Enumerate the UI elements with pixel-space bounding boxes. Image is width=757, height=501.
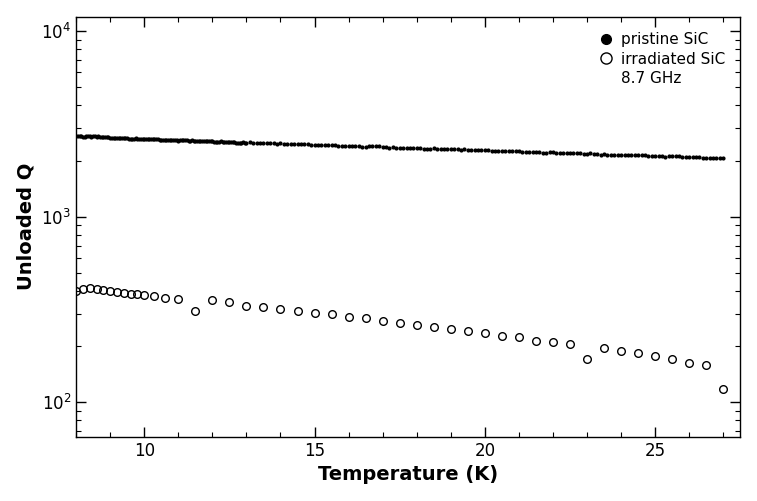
irradiated SiC	[126, 291, 136, 297]
irradiated SiC	[293, 308, 302, 314]
irradiated SiC	[718, 386, 727, 392]
pristine SiC	[72, 133, 81, 139]
Legend: pristine SiC, irradiated SiC, 8.7 GHz: pristine SiC, irradiated SiC, 8.7 GHz	[590, 25, 733, 94]
Line: pristine SiC: pristine SiC	[75, 135, 724, 160]
irradiated SiC	[702, 362, 711, 368]
irradiated SiC	[276, 306, 285, 312]
irradiated SiC	[447, 326, 456, 332]
irradiated SiC	[361, 316, 370, 322]
irradiated SiC	[565, 341, 575, 347]
irradiated SiC	[395, 320, 404, 326]
irradiated SiC	[344, 314, 354, 320]
irradiated SiC	[106, 288, 115, 294]
irradiated SiC	[99, 287, 108, 293]
irradiated SiC	[242, 303, 251, 309]
irradiated SiC	[120, 290, 129, 296]
irradiated SiC	[582, 357, 591, 363]
X-axis label: Temperature (K): Temperature (K)	[318, 465, 498, 484]
irradiated SiC	[150, 294, 159, 300]
irradiated SiC	[429, 324, 438, 330]
irradiated SiC	[174, 296, 183, 302]
pristine SiC	[709, 155, 718, 161]
pristine SiC	[504, 148, 513, 154]
irradiated SiC	[208, 297, 217, 303]
irradiated SiC	[463, 328, 472, 334]
irradiated SiC	[113, 289, 122, 295]
irradiated SiC	[668, 357, 677, 363]
irradiated SiC	[225, 300, 234, 306]
irradiated SiC	[548, 340, 557, 346]
irradiated SiC	[684, 360, 693, 366]
pristine SiC	[117, 135, 126, 141]
pristine SiC	[226, 139, 235, 145]
pristine SiC	[718, 155, 727, 161]
irradiated SiC	[650, 353, 659, 359]
irradiated SiC	[378, 318, 388, 324]
irradiated SiC	[259, 304, 268, 310]
irradiated SiC	[497, 333, 506, 339]
irradiated SiC	[634, 350, 643, 356]
irradiated SiC	[86, 285, 95, 291]
Y-axis label: Unloaded Q: Unloaded Q	[17, 163, 36, 291]
irradiated SiC	[413, 322, 422, 328]
irradiated SiC	[481, 330, 490, 336]
irradiated SiC	[514, 334, 523, 340]
irradiated SiC	[79, 286, 88, 292]
irradiated SiC	[600, 345, 609, 351]
irradiated SiC	[191, 308, 200, 314]
Line: irradiated SiC: irradiated SiC	[72, 284, 727, 393]
irradiated SiC	[616, 348, 625, 354]
pristine SiC	[559, 150, 568, 156]
irradiated SiC	[92, 286, 101, 292]
irradiated SiC	[72, 288, 81, 294]
irradiated SiC	[160, 295, 170, 301]
irradiated SiC	[327, 311, 336, 317]
irradiated SiC	[133, 291, 142, 297]
irradiated SiC	[140, 292, 149, 298]
pristine SiC	[368, 143, 377, 149]
irradiated SiC	[310, 310, 319, 316]
irradiated SiC	[531, 338, 540, 344]
